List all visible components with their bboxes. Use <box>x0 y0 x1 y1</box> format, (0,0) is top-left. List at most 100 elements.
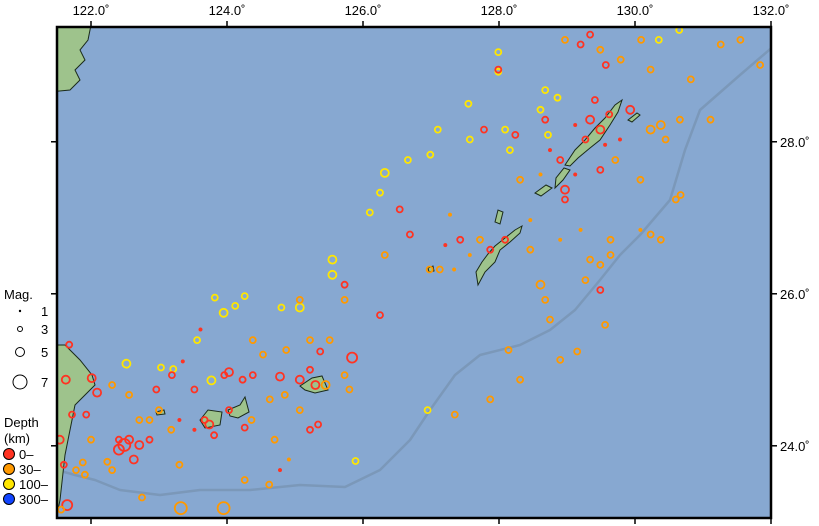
magnitude-legend-title: Mag. <box>4 287 33 302</box>
earthquake-marker <box>193 336 202 345</box>
earthquake-marker <box>595 124 606 135</box>
earthquake-marker <box>585 114 595 125</box>
earthquake-marker <box>340 280 349 289</box>
depth-100-label: 100– <box>19 477 49 492</box>
earthquake-marker <box>216 501 231 516</box>
earthquake-marker <box>576 40 585 49</box>
lon-tick-label: 130.0˚ <box>617 3 654 18</box>
earthquake-marker <box>210 293 219 302</box>
earthquake-marker <box>314 420 323 429</box>
lon-tick-label: 132.0˚ <box>753 3 790 18</box>
lat-tick-label: 26.0˚ <box>780 287 810 302</box>
earthquake-marker <box>586 30 594 39</box>
earthquake-marker <box>60 374 71 385</box>
earthquake-marker <box>265 480 274 489</box>
lon-tick-label: 128.0˚ <box>481 3 518 18</box>
earthquake-marker <box>248 371 257 380</box>
earthquake-marker <box>81 470 89 479</box>
earthquake-marker <box>145 416 154 424</box>
okinawa-island <box>475 224 523 287</box>
earthquake-marker <box>231 301 240 310</box>
earthquake-marker <box>180 359 185 364</box>
earthquake-marker <box>494 65 503 74</box>
map-frame <box>55 25 773 520</box>
earthquake-marker <box>327 269 338 280</box>
earthquake-marker <box>637 36 645 44</box>
earthquake-marker <box>295 406 304 415</box>
earthquake-marker <box>596 286 605 294</box>
earthquake-marker <box>426 150 435 159</box>
earthquake-marker <box>135 416 144 424</box>
earthquake-marker <box>686 75 695 84</box>
earthquake-marker <box>155 406 163 415</box>
earthquake-marker <box>59 460 68 469</box>
earthquake-marker <box>340 295 349 304</box>
earthquake-layer <box>57 27 764 516</box>
earthquake-marker <box>376 311 384 320</box>
earthquake-marker <box>167 425 176 434</box>
earthquake-marker <box>676 191 685 199</box>
earthquake-marker <box>346 351 359 364</box>
earthquake-marker <box>645 124 656 135</box>
earthquake-marker <box>606 235 615 244</box>
earthquake-marker <box>405 230 414 239</box>
earthquake-marker <box>505 146 514 155</box>
depth-legend-unit: (km) <box>4 431 30 446</box>
earthquake-marker <box>121 358 132 369</box>
earthquake-marker <box>125 390 134 399</box>
magnitude-legend: Mag. 1 3 5 7 <box>4 287 48 390</box>
earthquake-marker <box>425 265 434 274</box>
earthquake-marker <box>596 45 605 54</box>
earthquake-marker <box>423 406 432 415</box>
earthquake-marker <box>573 172 578 177</box>
lon-tick-label: 126.0˚ <box>345 3 382 18</box>
earthquake-marker <box>547 148 553 153</box>
earthquake-marker <box>295 295 304 304</box>
earthquake-marker <box>310 380 321 390</box>
earthquake-marker <box>204 419 215 430</box>
earthquake-marker <box>450 410 459 419</box>
earthquake-marker <box>306 336 314 345</box>
earthquake-marker <box>675 27 684 34</box>
earthquake-marker <box>553 93 562 102</box>
earthquake-marker <box>476 235 484 244</box>
mag-3-symbol <box>17 326 23 332</box>
earthquake-marker <box>128 454 139 465</box>
earthquake-marker <box>578 227 583 232</box>
depth-legend-title: Depth <box>4 415 39 430</box>
mag-1-symbol <box>18 309 22 313</box>
earthquake-marker <box>541 115 550 124</box>
earthquake-marker <box>351 457 360 465</box>
earthquake-marker <box>443 243 448 248</box>
earthquake-marker <box>327 254 338 265</box>
earthquake-marker <box>516 375 524 384</box>
earthquake-marker <box>596 165 605 174</box>
earthquake-marker <box>175 460 184 469</box>
earthquake-marker <box>173 501 188 516</box>
earthquake-marker <box>200 416 209 424</box>
earthquake-marker <box>365 208 374 217</box>
mag-1-label: 1 <box>41 304 48 319</box>
earthquake-marker <box>177 417 182 423</box>
mag-3-label: 3 <box>41 322 48 337</box>
earthquake-marker <box>606 251 615 259</box>
earthquake-marker <box>376 188 384 197</box>
depth-300-label: 300– <box>19 492 49 507</box>
earthquake-marker <box>379 167 390 178</box>
earthquake-marker <box>220 371 229 380</box>
earthquake-marker <box>72 466 80 475</box>
earthquake-marker <box>456 235 465 244</box>
earthquake-marker <box>467 252 472 258</box>
earthquake-marker <box>625 104 636 115</box>
earthquake-marker <box>145 435 154 444</box>
earthquake-marker <box>345 385 354 394</box>
earthquake-marker <box>82 410 91 419</box>
earthquake-marker <box>108 381 116 389</box>
earthquake-marker <box>306 365 314 374</box>
depth-legend: Depth (km) 0– 30– 100– 300– <box>3 415 49 507</box>
earthquake-marker <box>210 431 219 440</box>
earthquake-marker <box>716 40 725 49</box>
mag-5-label: 5 <box>41 345 48 360</box>
mag-7-label: 7 <box>41 375 48 390</box>
earthquake-marker <box>558 237 563 242</box>
